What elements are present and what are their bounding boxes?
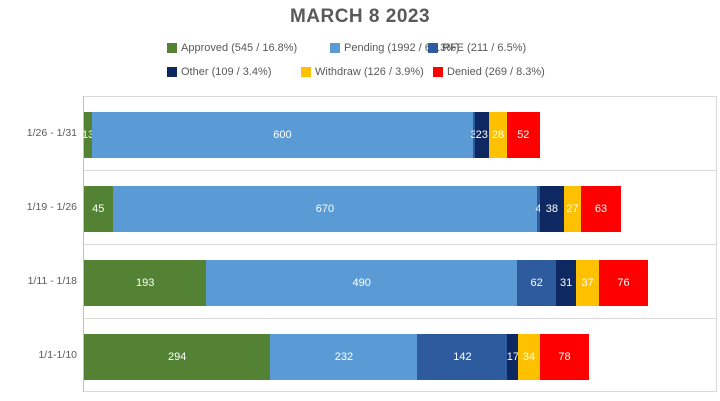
bar-segment-approved: 13 xyxy=(82,112,95,158)
bar-value-label: 294 xyxy=(168,350,187,363)
legend-label: Denied (269 / 8.3%) xyxy=(447,66,545,78)
legend-swatch-withdraw xyxy=(301,67,311,77)
bar-segment-pending: 490 xyxy=(206,260,518,306)
bar-segment-other: 31 xyxy=(556,260,576,306)
bar-segment-approved: 45 xyxy=(84,186,113,232)
bar-value-label: 490 xyxy=(352,276,371,289)
bar-segment-rfe: 142 xyxy=(417,334,508,380)
category-label: 1/19 - 1/26 xyxy=(26,201,77,213)
bar-segment-approved: 193 xyxy=(84,260,207,306)
bar-segment-pending: 232 xyxy=(270,334,418,380)
legend-swatch-other xyxy=(167,67,177,77)
bar-segment-denied: 78 xyxy=(539,334,590,380)
bar-value-label: 27 xyxy=(566,202,579,215)
bar-segment-withdraw: 27 xyxy=(563,186,581,232)
bar-value-label: 45 xyxy=(92,202,105,215)
bar-segment-other: 38 xyxy=(539,186,564,232)
legend-label: Other (109 / 3.4%) xyxy=(181,66,272,78)
bar-segment-approved: 294 xyxy=(84,334,271,380)
bar-segment-withdraw: 28 xyxy=(489,112,507,158)
bar-segment-pending: 670 xyxy=(112,186,538,232)
bar-row: 13 600 32328 52 xyxy=(82,112,540,158)
category-label: 1/26 - 1/31 xyxy=(26,127,77,139)
legend-item-approved: Approved (545 / 16.8%) xyxy=(167,42,297,54)
bar-segment-withdraw: 37 xyxy=(575,260,600,306)
legend-item-withdraw: Withdraw (126 / 3.9%) xyxy=(301,66,424,78)
bar-value-label: 34 xyxy=(522,350,536,363)
bar-segment-other: 17 xyxy=(506,334,519,380)
legend-label: RFE (211 / 6.5%) xyxy=(442,42,527,54)
bar-segment-denied: 52 xyxy=(506,112,540,158)
bar-value-label: 142 xyxy=(453,350,472,363)
bar-segment-denied: 63 xyxy=(581,186,621,232)
bar-segment-denied: 76 xyxy=(599,260,648,306)
bar-value-label: 232 xyxy=(334,350,354,363)
bar-value-label: 52 xyxy=(517,128,530,141)
category-separator-line xyxy=(84,318,716,319)
legend-label: Withdraw (126 / 3.9%) xyxy=(315,66,424,78)
legend-item-denied: Denied (269 / 8.3%) xyxy=(433,66,545,78)
bar-row: 45 670 4 38 27 63 xyxy=(84,186,621,232)
bar-value-label: 78 xyxy=(558,350,571,363)
bar-segment-pending: 600 xyxy=(92,112,473,158)
bar-value-label: 17 xyxy=(506,350,519,363)
category-separator-line xyxy=(84,170,716,171)
bar-segment-rfe: 62 xyxy=(517,260,557,306)
bar-row: 193 490 62 31 37 76 xyxy=(84,260,648,306)
bar-value-label: 4 xyxy=(535,202,542,215)
legend-swatch-pending xyxy=(330,43,340,53)
bar-value-label: 670 xyxy=(315,202,335,215)
category-label: 1/11 - 1/18 xyxy=(27,275,77,287)
y-axis-line xyxy=(83,96,84,392)
bar-value-label: 31 xyxy=(560,276,573,289)
category-separator-line xyxy=(84,244,716,245)
chart-title: MARCH 8 2023 xyxy=(289,6,431,27)
bar-value-label: 76 xyxy=(617,276,630,289)
bar-segment-rfe: 3 xyxy=(471,112,477,158)
legend-swatch-rfe xyxy=(428,43,438,53)
bar-segment-rfe: 4 xyxy=(535,186,542,232)
bar-value-label: 600 xyxy=(273,128,292,141)
chart-legend: Approved (545 / 16.8%) Pending (1992 / 61… xyxy=(0,0,720,90)
bar-value-label: 13 xyxy=(82,128,95,141)
legend-label: Approved (545 / 16.8%) xyxy=(181,42,298,54)
bar-segment-withdraw: 34 xyxy=(518,334,540,380)
legend-swatch-denied xyxy=(433,67,443,77)
bar-value-label: 38 xyxy=(545,202,558,215)
bar-value-label: 193 xyxy=(136,276,155,289)
bar-value-label: 37 xyxy=(581,276,594,289)
bar-value-label: 63 xyxy=(594,202,608,215)
bar-value-label: 23 xyxy=(475,128,488,141)
bar-row: 294 232 142 17 34 78 xyxy=(84,334,590,380)
bar-value-label: 3 xyxy=(471,129,477,141)
legend-item-rfe: RFE (211 / 6.5%) xyxy=(428,42,526,54)
bar-segment-other: 23 xyxy=(474,112,490,158)
bar-value-label: 62 xyxy=(530,276,543,289)
legend-item-other: Other (109 / 3.4%) xyxy=(167,66,272,78)
legend-swatch-approved xyxy=(167,43,177,53)
bar-value-label: 28 xyxy=(491,128,505,141)
category-label: 1/1-1/10 xyxy=(38,349,77,361)
